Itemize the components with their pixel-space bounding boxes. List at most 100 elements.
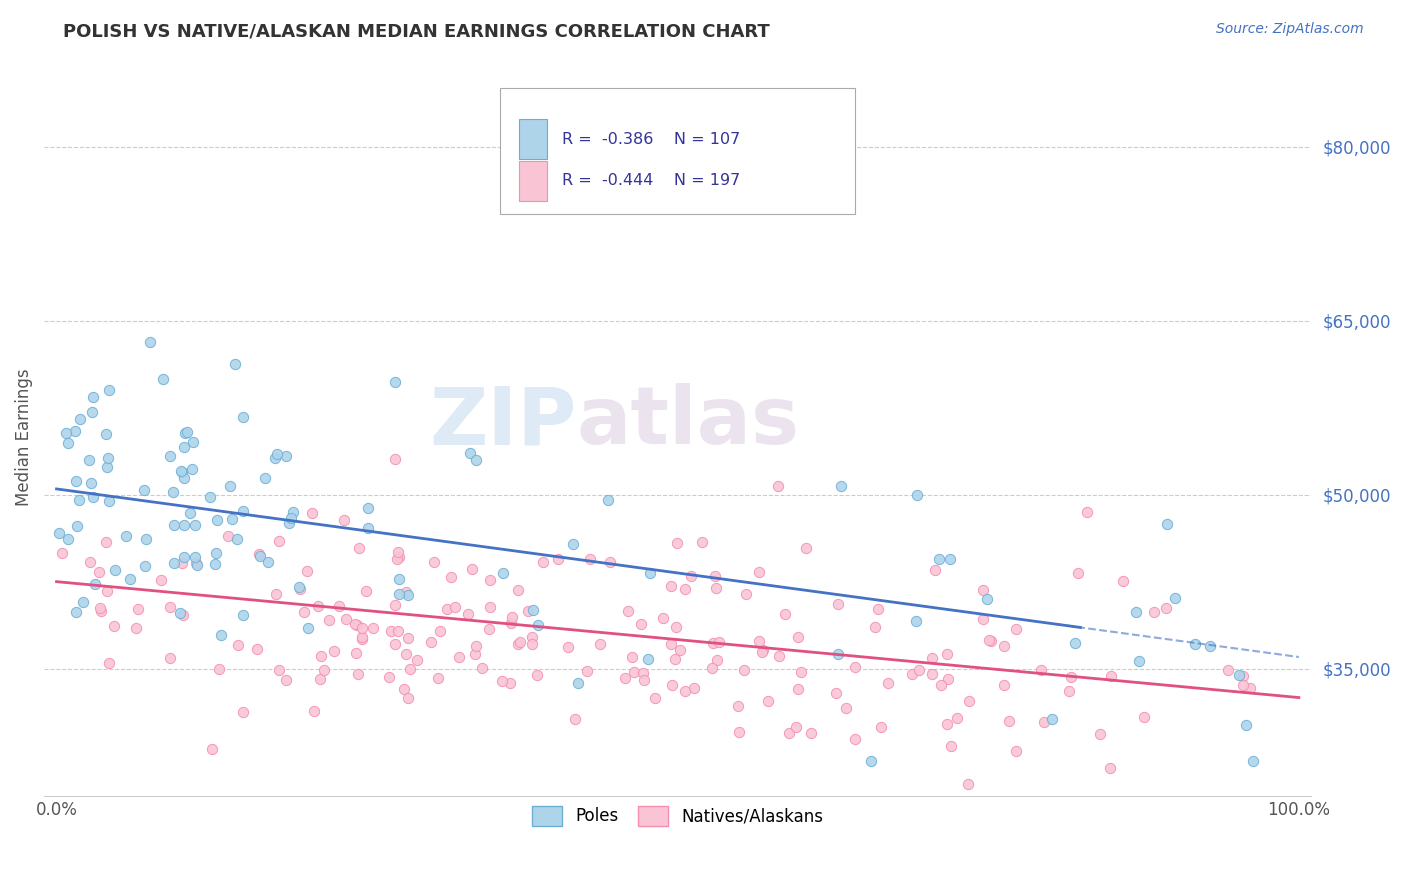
Point (65, 605, 87, 619)
Point (343, 616, 366, 631)
Point (384, 598, 406, 612)
Point (491, 673, 513, 688)
Point (1232, 669, 1254, 683)
Point (465, 639, 488, 653)
Point (661, 678, 683, 692)
Point (827, 597, 849, 611)
Point (388, 549, 411, 564)
Point (82, 490, 104, 504)
Point (173, 440, 195, 454)
Point (347, 667, 370, 681)
Point (169, 607, 191, 621)
Point (69, 412, 91, 426)
Text: ZIP: ZIP (429, 384, 576, 461)
Point (835, 700, 858, 714)
Point (589, 637, 612, 651)
Point (269, 663, 291, 677)
Point (1005, 744, 1028, 758)
Point (420, 635, 443, 649)
Point (1099, 761, 1122, 775)
Point (756, 694, 779, 708)
Point (80, 475, 103, 490)
Point (478, 573, 501, 587)
Point (766, 479, 789, 493)
Point (312, 663, 335, 677)
Point (205, 513, 228, 527)
Point (547, 551, 569, 566)
Point (1088, 727, 1111, 741)
Point (48, 526, 70, 541)
Point (297, 621, 319, 635)
Point (637, 652, 659, 666)
Point (638, 566, 661, 580)
Point (557, 640, 579, 655)
Point (728, 725, 751, 739)
Point (957, 777, 980, 791)
Point (1164, 591, 1187, 605)
Point (350, 630, 373, 644)
Point (357, 501, 380, 516)
Point (709, 635, 731, 649)
Point (162, 556, 184, 570)
Point (172, 608, 194, 623)
Point (186, 558, 208, 573)
Point (395, 584, 418, 599)
Point (232, 504, 254, 518)
Point (173, 426, 195, 441)
Point (924, 563, 946, 577)
Point (980, 633, 1002, 648)
Point (125, 622, 148, 636)
Point (844, 731, 866, 746)
Point (1057, 683, 1080, 698)
Point (1241, 754, 1264, 768)
Point (162, 485, 184, 500)
Point (492, 566, 515, 580)
Bar (519, 161, 547, 201)
Point (702, 661, 724, 675)
Point (221, 511, 243, 525)
Point (96, 460, 118, 475)
Point (264, 451, 287, 466)
Point (384, 452, 406, 467)
Point (333, 513, 356, 527)
Point (506, 582, 529, 597)
FancyBboxPatch shape (501, 88, 855, 214)
Point (201, 742, 224, 756)
Point (993, 678, 1015, 692)
Point (295, 565, 318, 579)
Point (176, 425, 198, 440)
Text: atlas: atlas (576, 384, 800, 461)
Point (89, 601, 111, 615)
Point (72, 595, 94, 609)
Point (344, 646, 367, 660)
Point (921, 667, 943, 681)
Point (276, 673, 298, 688)
Point (396, 690, 419, 705)
Point (301, 507, 323, 521)
Point (877, 676, 900, 690)
Point (56, 435, 79, 450)
Point (633, 673, 655, 687)
Point (478, 600, 501, 615)
Point (440, 570, 463, 584)
Point (96, 584, 118, 599)
Point (396, 588, 419, 602)
Point (350, 621, 373, 635)
Point (254, 471, 277, 485)
Point (1064, 636, 1087, 650)
Point (328, 599, 350, 613)
Point (104, 563, 127, 577)
Point (388, 586, 411, 600)
Point (596, 492, 619, 507)
Point (614, 671, 637, 685)
Point (186, 556, 208, 570)
Point (866, 602, 889, 616)
Point (184, 518, 207, 533)
Point (461, 562, 484, 576)
Point (733, 663, 755, 677)
Point (98, 383, 121, 397)
Point (159, 449, 181, 463)
Point (509, 635, 531, 649)
Point (599, 555, 621, 569)
Y-axis label: Median Earnings: Median Earnings (15, 368, 32, 506)
